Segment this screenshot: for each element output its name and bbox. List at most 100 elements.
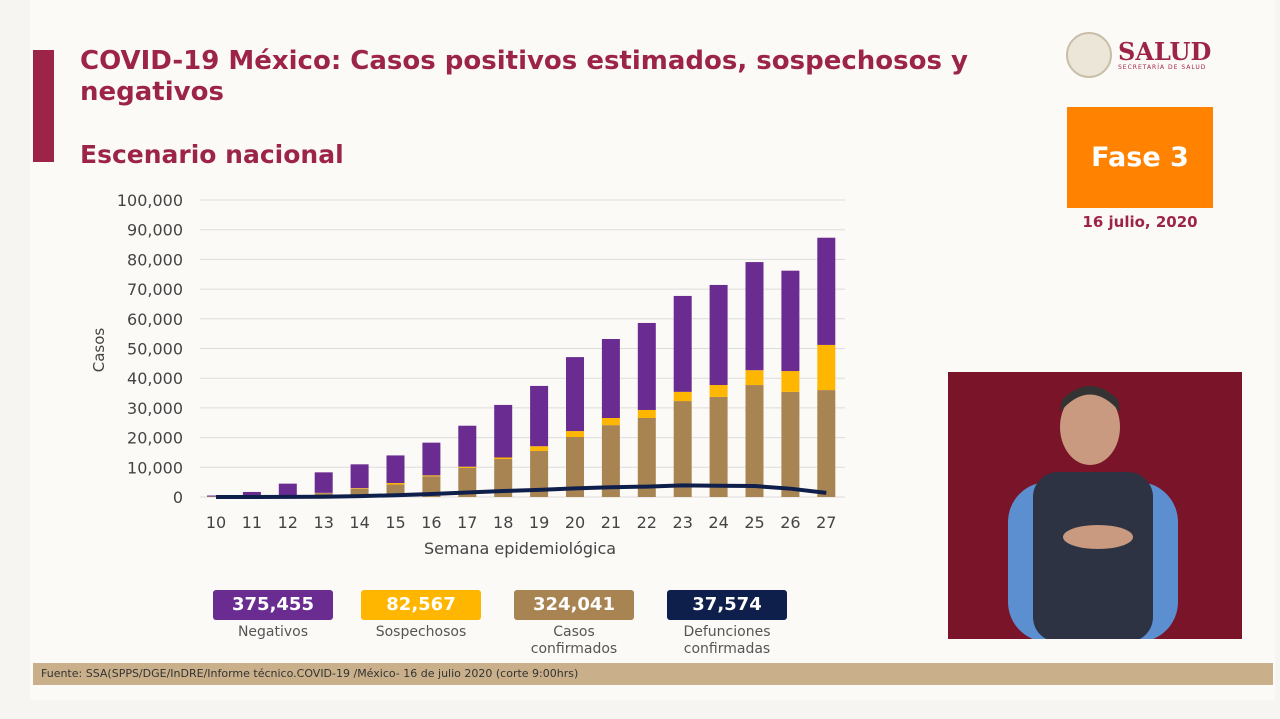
bar-confirmados (350, 488, 369, 497)
bar-negativos (673, 295, 692, 392)
bar-negativos (709, 284, 728, 386)
bar-confirmados (566, 437, 584, 497)
bar-negativos (458, 425, 477, 467)
x-tick-label: 11 (242, 513, 262, 532)
bar-confirmados (458, 467, 477, 497)
bar-sospechosos (745, 370, 764, 386)
x-tick-label: 14 (349, 513, 369, 532)
x-tick-label: 17 (457, 513, 477, 532)
bar-confirmados (530, 450, 549, 497)
bar-negativos (530, 385, 549, 447)
bar-sospechosos (350, 488, 369, 489)
total-negativos: 375,455 Negativos (213, 590, 333, 641)
bar-confirmados (709, 396, 728, 497)
total-label: Negativos (237, 624, 309, 640)
x-tick-label: 23 (673, 513, 693, 532)
y-tick-label: 30,000 (127, 399, 183, 418)
bar-negativos (350, 464, 369, 489)
bar-sospechosos (637, 409, 656, 418)
interpreter-figure (1008, 386, 1178, 639)
bar-sospechosos (566, 431, 584, 438)
bar-confirmados (637, 417, 656, 497)
bar-negativos (278, 483, 297, 496)
phase-date: 16 julio, 2020 (1082, 213, 1198, 231)
bar-negativos (817, 237, 836, 345)
total-label: Defunciones confirmadas (683, 624, 771, 657)
bar-negativos (494, 404, 513, 458)
bar-sospechosos (458, 466, 477, 468)
sign-language-interpreter-video (948, 372, 1242, 639)
logo-subtext: SECRETARÍA DE SALUD (1118, 63, 1207, 71)
total-value: 324,041 (514, 590, 634, 620)
phase-badge: Fase 3 (1067, 107, 1213, 208)
total-value: 82,567 (361, 590, 481, 620)
y-tick-label: 100,000 (117, 191, 183, 210)
x-tick-label: 19 (529, 513, 549, 532)
bar-confirmados (601, 425, 620, 497)
x-tick-label: 15 (385, 513, 405, 532)
bar-sospechosos (601, 417, 620, 426)
bar-confirmados (817, 390, 836, 497)
bar-negativos (386, 455, 405, 484)
x-tick-label: 16 (421, 513, 441, 532)
accent-bar (33, 50, 54, 162)
bar-negativos (314, 472, 333, 493)
bar-sospechosos (494, 457, 513, 459)
y-tick-label: 90,000 (127, 221, 183, 240)
bar-sospechosos (530, 446, 549, 451)
x-tick-label: 20 (565, 513, 585, 532)
y-tick-label: 70,000 (127, 280, 183, 299)
y-tick-label: 20,000 (127, 429, 183, 448)
bar-negativos (566, 357, 584, 432)
line-defunciones (215, 483, 827, 499)
bar-negativos (637, 322, 656, 410)
logo-text: SALUD (1118, 36, 1212, 66)
source-footer: Fuente: SSA(SPPS/DGE/InDRE/Informe técni… (33, 663, 1273, 685)
x-tick-label: 24 (708, 513, 728, 532)
bar-confirmados (781, 391, 800, 497)
total-value: 375,455 (213, 590, 333, 620)
y-tick-label: 0 (173, 488, 183, 507)
y-tick-label: 60,000 (127, 310, 183, 329)
bar-sospechosos (673, 391, 692, 402)
x-tick-label: 10 (206, 513, 226, 532)
page-subtitle: Escenario nacional (80, 140, 344, 169)
x-tick-label: 22 (637, 513, 657, 532)
x-tick-label: 21 (601, 513, 621, 532)
bar-negativos (242, 491, 261, 497)
total-confirmados: 324,041 Casos confirmados (514, 590, 634, 658)
seal-icon (1066, 32, 1112, 78)
bar-confirmados (494, 458, 513, 497)
y-tick-label: 80,000 (127, 250, 183, 269)
bar-sospechosos (422, 475, 441, 477)
total-value: 37,574 (667, 590, 787, 620)
bar-negativos (601, 338, 620, 418)
total-sospechosos: 82,567 Sospechosos (361, 590, 481, 641)
y-tick-label: 40,000 (127, 369, 183, 388)
y-tick-label: 50,000 (127, 340, 183, 359)
bar-negativos (781, 270, 800, 372)
total-label: Sospechosos (375, 624, 467, 640)
x-tick-label: 12 (278, 513, 298, 532)
x-tick-label: 27 (816, 513, 836, 532)
x-tick-label: 18 (493, 513, 513, 532)
x-tick-label: 26 (780, 513, 800, 532)
bar-confirmados (745, 385, 764, 497)
x-tick-label: 13 (314, 513, 334, 532)
bar-sospechosos (781, 371, 800, 392)
x-axis-label: Semana epidemiológica (424, 539, 616, 558)
y-tick-label: 10,000 (127, 458, 183, 477)
total-label: Casos confirmados (530, 624, 618, 657)
total-defunciones: 37,574 Defunciones confirmadas (667, 590, 787, 658)
x-tick-label: 25 (744, 513, 764, 532)
bar-sospechosos (386, 483, 405, 485)
bar-negativos (422, 442, 441, 476)
bar-sospechosos (817, 344, 836, 391)
salud-logo: SALUD SECRETARÍA DE SALUD (1066, 32, 1211, 78)
bar-confirmados (422, 476, 441, 497)
y-axis-label: Casos (90, 328, 108, 373)
bar-sospechosos (709, 385, 728, 397)
bar-confirmados (673, 401, 692, 497)
page-title: COVID-19 México: Casos positivos estimad… (80, 46, 968, 107)
